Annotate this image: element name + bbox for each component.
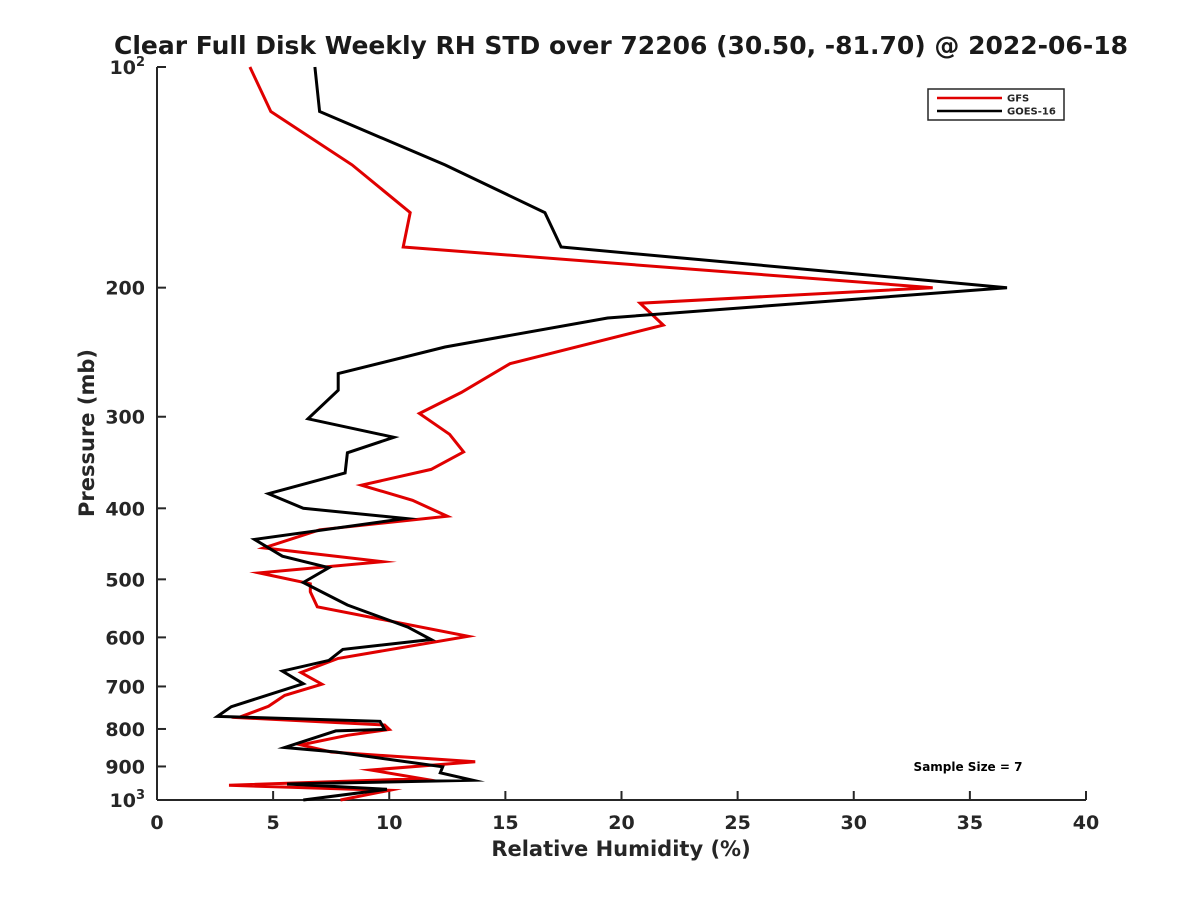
legend-entry: GOES-16 (1007, 107, 1056, 118)
y-tick-base: 800 (105, 719, 145, 741)
x-tick-label: 25 (724, 812, 750, 834)
x-tick-label: 10 (376, 812, 402, 834)
x-tick-label: 15 (492, 812, 518, 834)
y-tick-base: 500 (105, 569, 145, 591)
y-tick-base: 10 (110, 790, 136, 812)
y-tick-label: 700 (105, 676, 145, 698)
y-tick-base: 700 (105, 676, 145, 698)
y-tick-base: 200 (105, 278, 145, 300)
y-axis-label: Pressure (mb) (75, 349, 99, 517)
x-axis-ticks: 0 5 10 15 20 25 30 35 40 (150, 791, 1099, 834)
y-tick-label: 200 (105, 278, 145, 300)
x-tick-label: 0 (150, 812, 163, 834)
legend-entry: GFS (1007, 94, 1029, 105)
y-tick-label: 600 (105, 627, 145, 649)
chart-title: Clear Full Disk Weekly RH STD over 72206… (114, 31, 1128, 60)
y-tick-label: 500 (105, 569, 145, 591)
x-tick-label: 20 (608, 812, 634, 834)
y-tick-label: 400 (105, 498, 145, 520)
y-tick-label: 900 (105, 756, 145, 778)
y-tick-base: 400 (105, 498, 145, 520)
series-line-goes-16 (212, 66, 1008, 802)
y-tick-base: 600 (105, 627, 145, 649)
x-axis-label: Relative Humidity (%) (491, 837, 750, 861)
y-tick-base: 300 (105, 407, 145, 429)
x-tick-label: 30 (841, 812, 867, 834)
series-layer (212, 66, 1008, 802)
y-tick-label: 102 (110, 55, 146, 79)
sample-size-annotation: Sample Size = 7 (914, 760, 1023, 774)
y-tick-base: 900 (105, 756, 145, 778)
x-tick-label: 40 (1073, 812, 1099, 834)
y-tick-label: 103 (110, 788, 146, 812)
y-tick-base: 10 (110, 57, 136, 79)
y-tick-exponent: 2 (136, 55, 145, 70)
plot-area: 0 5 10 15 20 25 30 35 40 10220030040050060070080… (105, 55, 1099, 834)
y-tick-label: 300 (105, 407, 145, 429)
x-tick-label: 5 (267, 812, 280, 834)
legend-box (927, 88, 1065, 121)
x-tick-label: 35 (957, 812, 983, 834)
legend: GFS GOES-16 (927, 88, 1065, 121)
y-tick-label: 800 (105, 719, 145, 741)
series-line-gfs (228, 66, 933, 802)
y-tick-exponent: 3 (136, 788, 145, 803)
